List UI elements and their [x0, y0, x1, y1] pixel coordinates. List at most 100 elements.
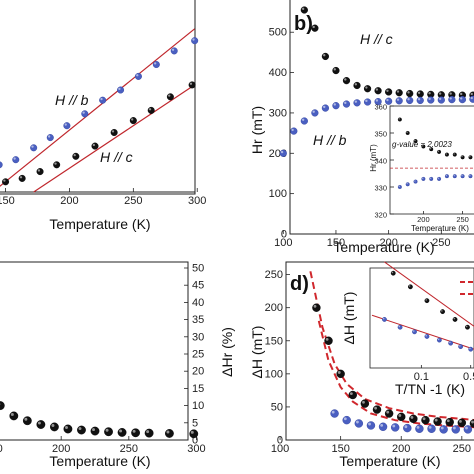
panel-b-point-s1-8-shine — [365, 99, 368, 103]
panel-d-inset-point-s1-1 — [397, 324, 403, 330]
panel-b-inset-point-s1-7 — [452, 174, 457, 179]
panel-b-inset-point-s0-9 — [468, 155, 473, 160]
panel-a-point-s1-4-shine — [54, 162, 57, 165]
panel-b-inset: Hr (mT) Temperature (K) g-value = 2.0023… — [369, 103, 474, 233]
panel-b-point-s1-15 — [437, 96, 445, 104]
panel-b-point-s0-9-shine — [396, 90, 400, 93]
panel-a-xtick-250: 250 — [124, 195, 142, 207]
panel-b-inset-point-s0-4-shine — [429, 147, 432, 150]
panel-d-inset-ticks: 0.10.51 — [414, 365, 474, 383]
panel-c-ytick-40: 40 — [192, 297, 204, 309]
panel-b-point-s1-7 — [353, 99, 361, 107]
panel-c-ytick-0: 0 — [192, 435, 198, 447]
panel-c-ytick-25: 25 — [192, 349, 204, 361]
panel-b-point-s0-14-shine — [449, 92, 452, 95]
panel-d-point-s1-10 — [451, 425, 460, 434]
panel-b-gvalue-label: g-value = 2.0023 — [392, 140, 452, 149]
panel-c-point-7-shine — [78, 427, 82, 431]
panel-b-inset-point-s0-0-shine — [398, 118, 400, 120]
panel-d-frame — [285, 261, 474, 441]
panel-b-inset-point-s1-8 — [460, 174, 465, 179]
panel-b-xtick-150: 150 — [327, 237, 345, 249]
panel-b-point-s0-2 — [321, 52, 330, 61]
panel-d-xlabel: Temperature (K) — [339, 453, 440, 469]
panel-b-inset-point-s0-6-shine — [445, 153, 447, 155]
panel-d-inset-xtick-0.1: 0.1 — [414, 371, 429, 383]
panel-d-ticks: 100 150 200 250 0 50 100 150 200 250 — [265, 269, 471, 455]
panel-c-point-9 — [104, 427, 113, 437]
panel-b-point-s1-12 — [406, 96, 414, 105]
panel-c-ytick-45: 45 — [192, 280, 204, 292]
panel-a-point-s1-6 — [91, 142, 99, 150]
panel-d: d) Temperature (K) ΔH (mT) 100 150 200 250 0… — [249, 261, 474, 469]
panel-a-point-s0-6-shine — [82, 111, 85, 114]
panel-d-inset: ΔH (mT) T/TN -1 (K) 0.10.51 — [341, 261, 474, 397]
panel-b-frame — [289, 0, 474, 235]
panel-d-point-s1-1-shine — [343, 417, 347, 421]
panel-d-point-s0-6-shine — [386, 410, 390, 414]
panel-a-point-s1-2 — [18, 174, 26, 182]
panel-d-fit-curve-1 — [317, 320, 474, 429]
panel-d-inset-point-s0-0-shine — [391, 271, 394, 274]
panel-d-point-s1-5-shine — [392, 424, 396, 428]
panel-d-inset-point-s0-1-shine — [408, 285, 411, 287]
panel-b-inset-point-s1-4 — [429, 176, 434, 181]
panel-a-point-s1-8-shine — [131, 118, 134, 121]
panel-a-point-s1-8 — [129, 117, 137, 125]
panel-d-inset-point-s1-2-shine — [412, 330, 415, 332]
panel-d-inset-point-s0-5 — [465, 324, 470, 330]
panel-a-point-s0-6 — [81, 110, 89, 118]
panel-c-xtick-250: 250 — [120, 443, 138, 455]
panel-d-point-s1-2-shine — [356, 420, 359, 424]
panel-b-point-s0-6-shine — [365, 86, 368, 89]
panel-b-point-s0-10-shine — [407, 91, 410, 94]
panel-b-point-s1-3-shine — [312, 110, 315, 113]
panel-d-point-s1-11-shine — [465, 426, 468, 430]
panel-b-inset-point-s1-6-shine — [445, 174, 447, 177]
panel-a-label-b: H // b — [55, 92, 89, 108]
panel-d-point-s0-12-shine — [459, 420, 462, 423]
panel-d-inset-point-s1-5 — [448, 340, 454, 346]
panel-a-label-c: H // c — [100, 149, 133, 165]
panel-b-point-s0-11 — [416, 90, 424, 98]
panel-b-point-s1-13-shine — [417, 98, 421, 101]
panel-b-inset-xtick-250: 250 — [456, 215, 469, 224]
panel-d-point-s0-1-shine — [325, 337, 329, 341]
panel-c-ytick-35: 35 — [192, 314, 204, 326]
panel-b-inset-point-s1-4-shine — [429, 177, 432, 179]
panel-b-inset-ytick-320: 320 — [374, 211, 387, 220]
panel-b-inset-point-s1-9 — [468, 174, 473, 179]
panel-d-point-s0-3-shine — [349, 392, 353, 396]
panel-c-point-2-shine — [10, 412, 14, 416]
panel-b-point-s1-5 — [332, 102, 340, 110]
panel-c-xtick-300: 300 — [187, 443, 205, 455]
panel-b-inset-xtick-200: 200 — [417, 215, 430, 224]
panel-d-point-s0-7 — [397, 412, 406, 422]
panel-b: b) Temperature (K) Hr (mT) H // c H // b… — [249, 0, 474, 255]
panel-d-point-s0-7-shine — [398, 414, 402, 417]
panel-d-point-s0-8 — [409, 414, 418, 424]
panel-b-point-s0-13-shine — [438, 92, 442, 95]
panel-b-point-s1-3 — [311, 109, 319, 117]
panel-b-inset-point-s1-3 — [421, 176, 426, 181]
panel-b-inset-ytick-340: 340 — [374, 157, 387, 166]
panel-d-inset-xlabel: T/TN -1 (K) — [395, 381, 465, 397]
panel-c-xlabel: Temperature (K) — [49, 453, 150, 469]
panel-d-ylabel: ΔH (mT) — [249, 326, 265, 379]
panel-a-fit-line-1 — [33, 84, 195, 193]
panel-b-point-s1-6 — [342, 100, 351, 108]
panel-d-inset-fit-line-0 — [384, 261, 474, 327]
panel-d-point-s0-11 — [445, 417, 454, 427]
panel-b-point-s1-4 — [321, 104, 330, 112]
panel-d-xtick-200: 200 — [392, 443, 410, 455]
panel-d-point-s0-3 — [348, 390, 357, 400]
panel-d-inset-point-s1-4-shine — [437, 338, 440, 341]
panel-b-inset-point-s0-3-shine — [422, 145, 424, 147]
panel-b-inset-ytick-330: 330 — [374, 184, 387, 193]
panel-b-point-s0-9 — [395, 89, 403, 97]
panel-d-ytick-0: 0 — [277, 435, 283, 447]
panel-a-point-s0-4 — [46, 134, 54, 142]
panel-c-point-6-shine — [65, 426, 68, 429]
panel-b-inset-point-s0-9-shine — [469, 156, 471, 158]
panel-d-point-s1-1 — [342, 415, 351, 425]
